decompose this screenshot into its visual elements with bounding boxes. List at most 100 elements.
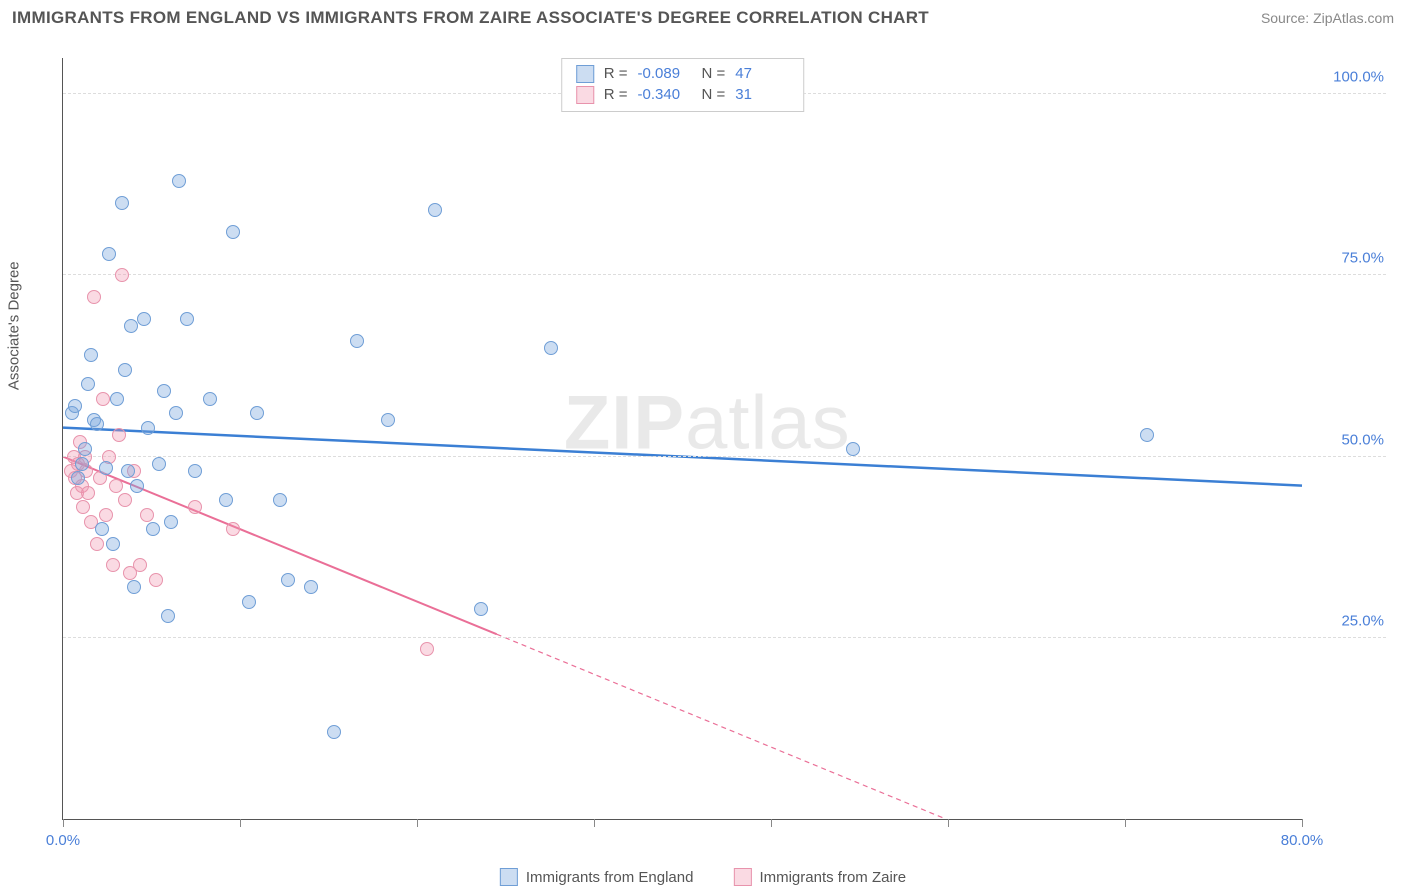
- data-point-england: [273, 493, 287, 507]
- data-point-england: [250, 406, 264, 420]
- y-axis-label: Associate's Degree: [6, 261, 23, 390]
- n-label: N =: [702, 84, 726, 105]
- watermark: ZIPatlas: [564, 380, 851, 467]
- y-tick-label: 75.0%: [1306, 250, 1384, 267]
- legend-row-zaire: R = -0.340 N = 31: [576, 84, 790, 105]
- swatch-england-icon: [500, 868, 518, 886]
- data-point-england: [130, 479, 144, 493]
- data-point-zaire: [188, 500, 202, 514]
- data-point-england: [95, 522, 109, 536]
- x-tick: [1302, 819, 1303, 827]
- source-value: ZipAtlas.com: [1313, 10, 1394, 26]
- data-point-zaire: [118, 493, 132, 507]
- data-point-england: [118, 363, 132, 377]
- data-point-england: [75, 457, 89, 471]
- legend-label-zaire: Immigrants from Zaire: [759, 869, 906, 886]
- data-point-zaire: [115, 268, 129, 282]
- data-point-england: [121, 464, 135, 478]
- x-tick: [594, 819, 595, 827]
- data-point-zaire: [106, 558, 120, 572]
- legend-label-england: Immigrants from England: [526, 869, 694, 886]
- data-point-england: [172, 174, 186, 188]
- data-point-england: [68, 399, 82, 413]
- data-point-england: [127, 580, 141, 594]
- n-value-zaire: 31: [735, 84, 789, 105]
- data-point-zaire: [226, 522, 240, 536]
- data-point-england: [544, 341, 558, 355]
- data-point-england: [203, 392, 217, 406]
- data-point-zaire: [133, 558, 147, 572]
- data-point-england: [146, 522, 160, 536]
- swatch-england: [576, 65, 594, 83]
- data-point-zaire: [140, 508, 154, 522]
- data-point-england: [327, 725, 341, 739]
- gridline: [63, 274, 1386, 275]
- data-point-zaire: [109, 479, 123, 493]
- watermark-bold: ZIP: [564, 381, 685, 466]
- data-point-zaire: [87, 290, 101, 304]
- swatch-zaire-icon: [733, 868, 751, 886]
- data-point-england: [219, 493, 233, 507]
- legend-row-england: R = -0.089 N = 47: [576, 63, 790, 84]
- source-label: Source:: [1261, 10, 1313, 26]
- y-tick-label: 100.0%: [1306, 69, 1384, 86]
- correlation-legend: R = -0.089 N = 47 R = -0.340 N = 31: [561, 58, 805, 112]
- data-point-england: [137, 312, 151, 326]
- data-point-zaire: [112, 428, 126, 442]
- data-point-zaire: [420, 642, 434, 656]
- n-label: N =: [702, 63, 726, 84]
- x-tick: [240, 819, 241, 827]
- data-point-england: [110, 392, 124, 406]
- x-tick-label: 80.0%: [1281, 832, 1324, 849]
- data-point-england: [180, 312, 194, 326]
- data-point-england: [115, 196, 129, 210]
- data-point-england: [381, 413, 395, 427]
- y-tick-label: 25.0%: [1306, 612, 1384, 629]
- data-point-england: [281, 573, 295, 587]
- data-point-england: [350, 334, 364, 348]
- legend-item-zaire: Immigrants from Zaire: [733, 868, 906, 886]
- source-attribution: Source: ZipAtlas.com: [1261, 10, 1394, 26]
- data-point-england: [102, 247, 116, 261]
- data-point-zaire: [149, 573, 163, 587]
- x-tick: [417, 819, 418, 827]
- n-value-england: 47: [735, 63, 789, 84]
- gridline: [63, 637, 1386, 638]
- data-point-england: [157, 384, 171, 398]
- data-point-england: [99, 461, 113, 475]
- r-label: R =: [604, 63, 628, 84]
- r-value-zaire: -0.340: [638, 84, 692, 105]
- legend-item-england: Immigrants from England: [500, 868, 694, 886]
- x-tick: [771, 819, 772, 827]
- x-tick: [948, 819, 949, 827]
- chart-header: IMMIGRANTS FROM ENGLAND VS IMMIGRANTS FR…: [12, 8, 1394, 28]
- data-point-england: [169, 406, 183, 420]
- r-label: R =: [604, 84, 628, 105]
- data-point-england: [78, 442, 92, 456]
- data-point-england: [71, 471, 85, 485]
- y-tick-label: 50.0%: [1306, 431, 1384, 448]
- trend-lines: [63, 58, 1302, 819]
- data-point-zaire: [96, 392, 110, 406]
- gridline: [63, 456, 1386, 457]
- swatch-zaire: [576, 86, 594, 104]
- data-point-england: [90, 417, 104, 431]
- data-point-england: [242, 595, 256, 609]
- chart-area: Associate's Degree R = -0.089 N = 47 R =…: [20, 40, 1386, 852]
- data-point-england: [226, 225, 240, 239]
- data-point-england: [161, 609, 175, 623]
- data-point-england: [152, 457, 166, 471]
- data-point-zaire: [90, 537, 104, 551]
- data-point-england: [1140, 428, 1154, 442]
- x-tick-label: 0.0%: [46, 832, 80, 849]
- data-point-england: [81, 377, 95, 391]
- data-point-england: [84, 348, 98, 362]
- data-point-england: [164, 515, 178, 529]
- chart-title: IMMIGRANTS FROM ENGLAND VS IMMIGRANTS FR…: [12, 8, 929, 28]
- data-point-zaire: [99, 508, 113, 522]
- x-tick: [1125, 819, 1126, 827]
- data-point-england: [106, 537, 120, 551]
- data-point-england: [428, 203, 442, 217]
- data-point-england: [304, 580, 318, 594]
- data-point-england: [474, 602, 488, 616]
